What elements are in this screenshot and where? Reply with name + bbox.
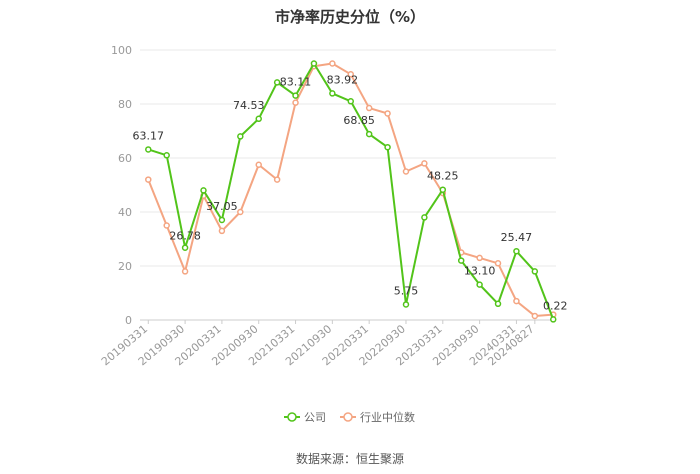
data-label: 25.47: [501, 231, 533, 244]
y-tick-label: 80: [118, 98, 132, 111]
legend-label: 公司: [304, 411, 326, 424]
data-point[interactable]: [402, 168, 410, 175]
data-point[interactable]: [200, 187, 207, 194]
data-point[interactable]: [273, 176, 281, 183]
y-tick-label: 100: [111, 44, 132, 57]
data-point[interactable]: [513, 297, 520, 305]
chart-title: 市净率历史分位（%）: [274, 8, 426, 26]
data-point[interactable]: [347, 98, 355, 105]
data-point[interactable]: [402, 301, 410, 308]
source-note: 数据来源：恒生聚源: [295, 452, 404, 466]
data-point[interactable]: [237, 133, 244, 140]
data-label: 83.11: [280, 76, 312, 89]
data-point[interactable]: [255, 115, 262, 123]
data-label: 48.25: [427, 170, 459, 183]
data-point[interactable]: [255, 161, 262, 168]
y-tick-label: 20: [118, 260, 132, 273]
data-label: 13.10: [464, 265, 496, 278]
legend-item-1[interactable]: 行业中位数: [340, 410, 415, 424]
y-tick-label: 40: [118, 206, 132, 219]
data-point[interactable]: [273, 79, 281, 86]
series-layer: [145, 60, 557, 323]
data-point[interactable]: [347, 71, 355, 78]
data-point[interactable]: [384, 143, 391, 151]
y-tick-label: 60: [118, 152, 132, 165]
legend-label: 行业中位数: [360, 410, 415, 424]
data-point[interactable]: [218, 227, 226, 235]
data-point[interactable]: [310, 60, 318, 67]
legend-swatch-marker: [343, 412, 353, 422]
data-point[interactable]: [494, 260, 502, 267]
data-point[interactable]: [181, 268, 189, 275]
data-point[interactable]: [476, 281, 483, 288]
data-label: 0.22: [543, 299, 568, 312]
data-point[interactable]: [421, 214, 428, 221]
legend[interactable]: 公司 行业中位数: [284, 410, 415, 424]
data-label: 83.92: [327, 73, 359, 86]
data-point[interactable]: [513, 247, 520, 255]
data-label: 68.85: [343, 114, 375, 127]
data-point[interactable]: [218, 216, 226, 224]
data-point[interactable]: [365, 130, 373, 138]
data-point[interactable]: [384, 110, 391, 117]
data-point[interactable]: [145, 176, 152, 183]
data-point[interactable]: [549, 316, 557, 323]
data-label: 74.53: [233, 99, 265, 112]
data-point[interactable]: [531, 268, 539, 275]
data-point[interactable]: [457, 257, 465, 264]
data-point[interactable]: [163, 222, 170, 229]
y-tick-label: 0: [125, 314, 132, 327]
data-point[interactable]: [292, 92, 299, 99]
data-point[interactable]: [292, 99, 299, 106]
data-label: 5.75: [394, 284, 419, 297]
legend-item-0[interactable]: 公司: [284, 411, 326, 424]
data-point[interactable]: [531, 312, 539, 320]
data-point[interactable]: [145, 146, 152, 153]
legend-swatch-marker: [287, 412, 297, 422]
data-point[interactable]: [421, 160, 428, 167]
axis-layer: 0204060801002019033120190930202003312020…: [99, 44, 556, 368]
data-point[interactable]: [163, 152, 170, 159]
data-point[interactable]: [439, 186, 447, 193]
grid-layer: [140, 49, 556, 321]
data-point[interactable]: [476, 254, 483, 262]
data-label: 26.78: [169, 230, 201, 243]
data-label: 63.17: [133, 129, 165, 142]
data-label-layer: 63.17 26.78 37.05 74.53 83.11 83.92 68.85 5.75 4…: [133, 73, 568, 312]
data-point[interactable]: [329, 60, 336, 67]
data-point[interactable]: [237, 208, 244, 216]
data-point[interactable]: [494, 300, 502, 308]
data-point[interactable]: [365, 104, 373, 112]
data-point[interactable]: [329, 90, 336, 97]
data-point[interactable]: [181, 244, 189, 251]
data-label: 37.05: [206, 200, 238, 213]
